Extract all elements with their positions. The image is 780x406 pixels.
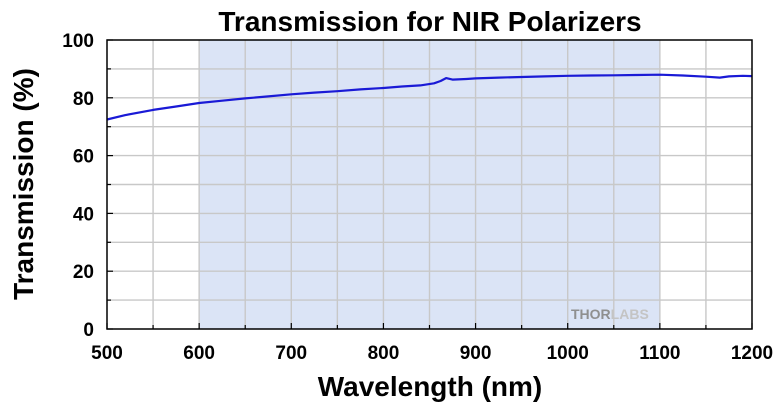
x-tick-label: 900 — [460, 343, 492, 364]
x-tick-label: 1100 — [639, 343, 680, 364]
x-tick-labels: 500 600 700 800 900 1000 1100 1200 — [91, 343, 773, 364]
y-tick-label: 60 — [73, 147, 94, 168]
y-tick-label: 0 — [83, 320, 94, 341]
x-tick-label: 1000 — [547, 343, 589, 364]
chart-title: Transmission for NIR Polarizers — [218, 6, 641, 37]
transmission-line — [106, 73, 753, 121]
y-tick-label: 20 — [73, 262, 94, 283]
thorlabs-watermark: THORLABS — [571, 306, 649, 322]
series-layer — [106, 73, 753, 121]
y-tick-label: 40 — [73, 204, 94, 225]
x-tick-label: 700 — [275, 343, 307, 364]
watermark-labs: LABS — [611, 306, 649, 322]
y-tick-label: 100 — [62, 31, 94, 52]
x-tick-label: 500 — [91, 343, 123, 364]
x-tick-label: 600 — [183, 343, 215, 364]
y-tick-label: 80 — [73, 89, 94, 110]
x-axis-title: Wavelength (nm) — [318, 371, 543, 402]
x-tick-label: 800 — [368, 343, 400, 364]
y-axis-title: Transmission (%) — [8, 68, 39, 300]
x-tick-label: 1200 — [731, 343, 773, 364]
watermark-thor: THOR — [571, 306, 611, 322]
y-tick-labels: 0 20 40 60 80 100 — [62, 31, 94, 341]
plot-frame — [106, 39, 753, 330]
